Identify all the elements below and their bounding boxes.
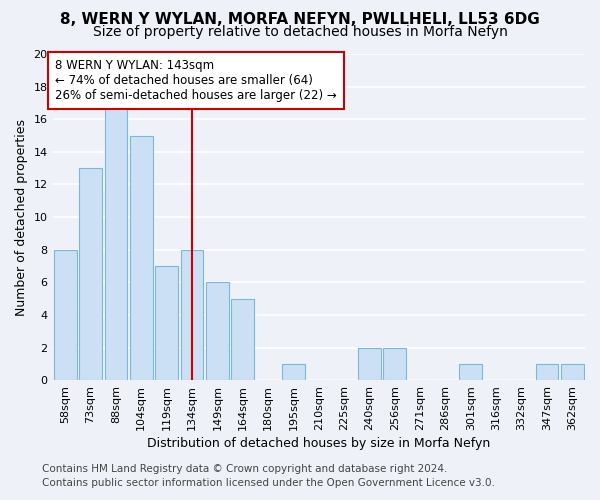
Bar (536, 364, 559, 380)
Bar (155, 266, 178, 380)
Text: Contains HM Land Registry data © Crown copyright and database right 2024.
Contai: Contains HM Land Registry data © Crown c… (42, 464, 495, 487)
Bar (383, 348, 406, 380)
Text: 8 WERN Y WYLAN: 143sqm
← 74% of detached houses are smaller (64)
26% of semi-det: 8 WERN Y WYLAN: 143sqm ← 74% of detached… (55, 59, 337, 102)
Bar (206, 282, 229, 380)
Bar (181, 250, 203, 380)
Bar (54, 250, 77, 380)
Bar (79, 168, 102, 380)
Bar (104, 103, 127, 380)
Bar (282, 364, 305, 380)
Bar (358, 348, 381, 380)
Bar (460, 364, 482, 380)
Text: Size of property relative to detached houses in Morfa Nefyn: Size of property relative to detached ho… (92, 25, 508, 39)
X-axis label: Distribution of detached houses by size in Morfa Nefyn: Distribution of detached houses by size … (147, 437, 490, 450)
Bar (561, 364, 584, 380)
Bar (231, 298, 254, 380)
Y-axis label: Number of detached properties: Number of detached properties (15, 118, 28, 316)
Bar (130, 136, 152, 380)
Text: 8, WERN Y WYLAN, MORFA NEFYN, PWLLHELI, LL53 6DG: 8, WERN Y WYLAN, MORFA NEFYN, PWLLHELI, … (60, 12, 540, 28)
